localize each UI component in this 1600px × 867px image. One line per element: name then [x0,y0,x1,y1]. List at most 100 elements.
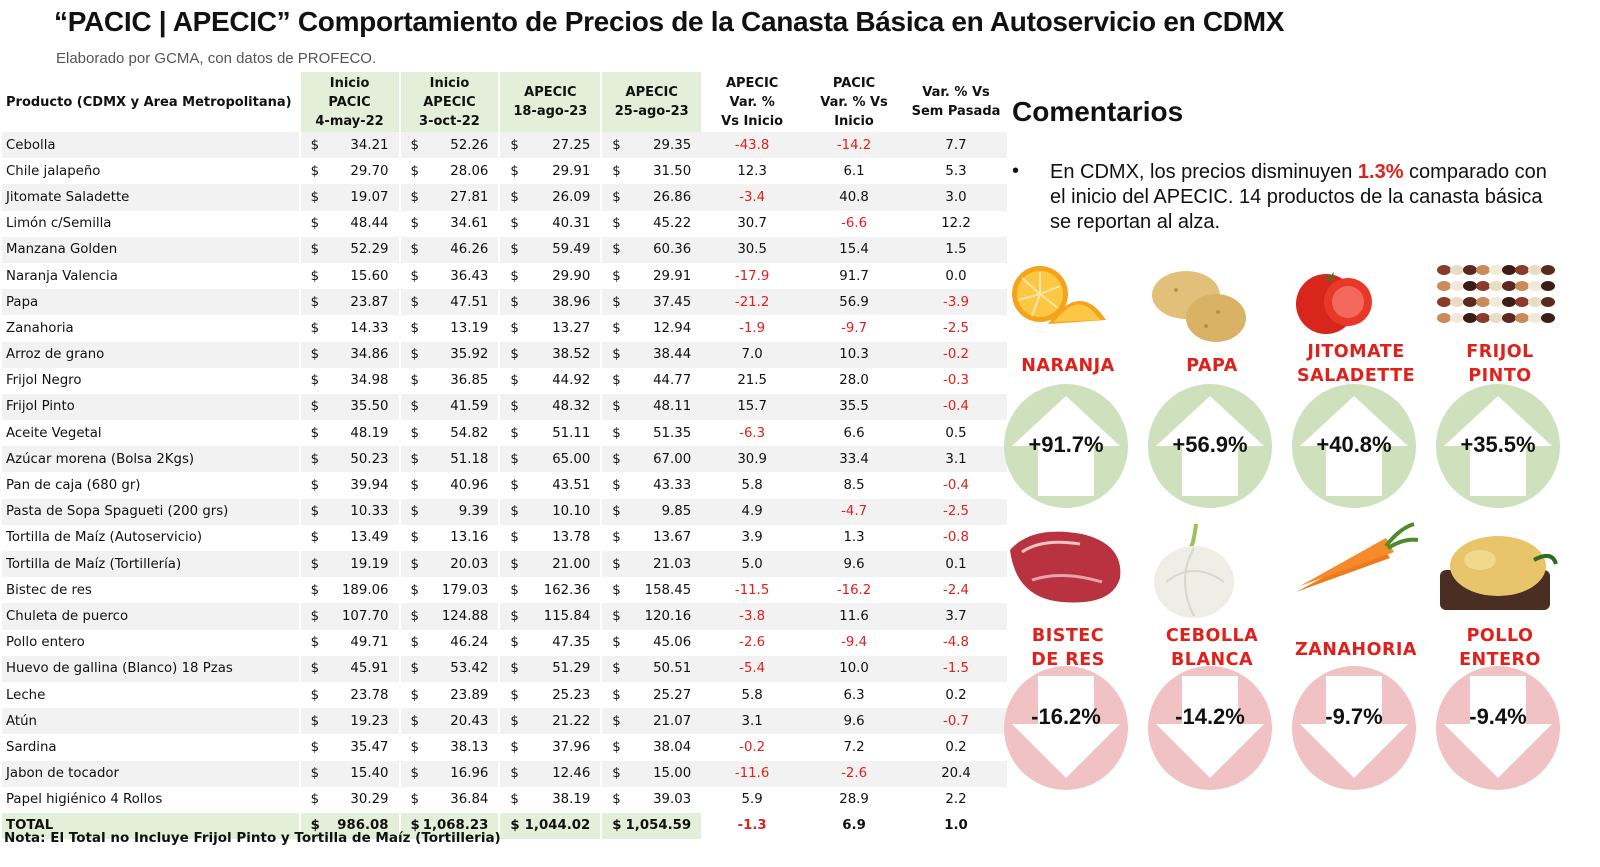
variation-value: 7.2 [843,739,865,755]
price-value: 54.82 [450,425,489,441]
variation-value: -0.7 [905,708,1007,735]
price-cell: $38.13 [398,734,500,761]
currency-symbol: $ [612,608,621,624]
price-value: 158.45 [644,582,692,598]
price-value: 48.19 [350,425,389,441]
price-cell: $13.78 [498,524,602,551]
currency-symbol: $ [410,582,419,598]
currency-symbol: $ [612,530,621,546]
price-cell: $52.29 [298,236,400,263]
variation-value: 0.2 [945,739,967,755]
price-value: 1,044.02 [524,818,591,834]
currency-symbol: $ [410,687,419,703]
price-cell: $9.39 [398,498,500,525]
variation-value: 10.3 [803,341,906,368]
price-value: 39.03 [653,792,692,808]
price-cell: $986.08 [298,812,400,840]
variation-value: 15.7 [701,393,804,421]
price-value: 14.33 [350,320,389,336]
currency-symbol: $ [510,818,520,834]
variation-value: -4.7 [803,498,906,525]
currency-symbol: $ [612,478,621,494]
currency-symbol: $ [310,163,320,179]
currency-symbol: $ [410,268,419,284]
table-row: Chile jalapeño $29.70 $28.06 $29.91 $31.50 12… [2,158,1007,185]
variation-value: 12.3 [737,163,767,179]
price-cell: $29.91 [600,262,702,290]
variation-value: 1.0 [905,812,1007,840]
price-cell: $29.35 [600,132,702,159]
comments-title: Comentarios [1012,96,1184,127]
variation-value: 8.5 [843,478,865,494]
product-name: Huevo de gallina (Blanco) 18 Pzas [2,655,300,682]
currency-symbol: $ [510,530,519,546]
price-cell: $38.04 [600,734,702,761]
price-value: 51.29 [552,661,591,677]
variation-value: 15.4 [803,236,906,263]
currency-symbol: $ [510,163,519,179]
header-pacic-var: PACIC Var. % Vs Inicio [820,75,888,129]
price-cell: $60.36 [600,236,702,263]
bullet-icon: • [1012,160,1020,182]
variation-value: -2.6 [739,635,766,651]
price-cell: $12.94 [600,315,702,342]
currency-symbol: $ [310,242,320,258]
product-name: Jabon de tocador [2,760,300,787]
currency-symbol: $ [510,242,519,258]
variation-value: 5.8 [741,687,763,703]
currency-symbol: $ [310,713,320,729]
variation-value: 6.1 [843,163,865,179]
product-name: Pollo entero [6,635,85,651]
currency-symbol: $ [410,818,420,834]
currency-symbol: $ [612,216,621,232]
price-value: 9.85 [661,504,692,520]
price-value: 38.96 [552,294,591,310]
currency-symbol: $ [410,713,419,729]
price-cell: $189.06 [298,577,400,604]
price-value: 50.51 [653,661,692,677]
price-value: 28.06 [450,163,489,179]
price-value: 189.06 [341,582,389,598]
variation-value: 91.7 [839,268,869,284]
product-name: Leche [6,687,46,703]
price-value: 38.19 [552,792,591,808]
price-value: 21.03 [653,556,692,572]
price-value: 23.87 [350,294,389,310]
price-cell: $15.00 [600,760,702,787]
price-value: 48.11 [653,399,692,415]
table-row: Tortilla de Maíz (Tortillería) $19.19 $20.… [2,551,1007,578]
variation-value: 0.5 [945,425,967,441]
currency-symbol: $ [612,661,621,677]
table-total-row: TOTAL $986.08 $1,068.23 $1,044.02 $1,054.59-… [2,812,1007,840]
price-value: 10.10 [552,504,591,520]
price-table: Producto (CDMX y Area Metropolitana) Ini… [2,72,1008,840]
price-value: 29.91 [552,163,591,179]
price-cell: $124.88 [398,603,500,630]
price-cell: $10.10 [498,498,602,525]
variation-value: -1.3 [701,812,804,840]
price-value: 1,054.59 [625,818,692,834]
price-cell: $28.06 [398,158,500,185]
variation-value: -9.7 [841,320,868,336]
header-apecic-18-ago: APECIC 18-ago-23 [498,72,602,132]
price-value: 1,068.23 [422,818,489,834]
price-value: 43.33 [653,478,692,494]
currency-symbol: $ [612,294,621,310]
price-value: 35.47 [350,739,389,755]
variation-value: 20.4 [905,760,1007,787]
price-value: 65.00 [552,451,591,467]
product-name: Pasta de Sopa Spagueti (200 grs) [2,498,300,525]
table-row: Cebolla $34.21 $52.26 $27.25 $29.35 -43.8 -14.… [2,132,1007,159]
currency-symbol: $ [510,399,519,415]
price-value: 53.42 [450,661,489,677]
steak-icon [1002,520,1132,615]
variation-value: -0.2 [739,739,766,755]
variation-value: 30.9 [701,446,804,473]
price-value: 13.67 [653,530,692,546]
variation-value: -2.5 [905,498,1007,525]
currency-symbol: $ [612,451,621,467]
variation-value: 10.0 [803,655,906,682]
currency-symbol: $ [410,504,419,520]
currency-symbol: $ [510,137,519,153]
currency-symbol: $ [310,608,320,624]
